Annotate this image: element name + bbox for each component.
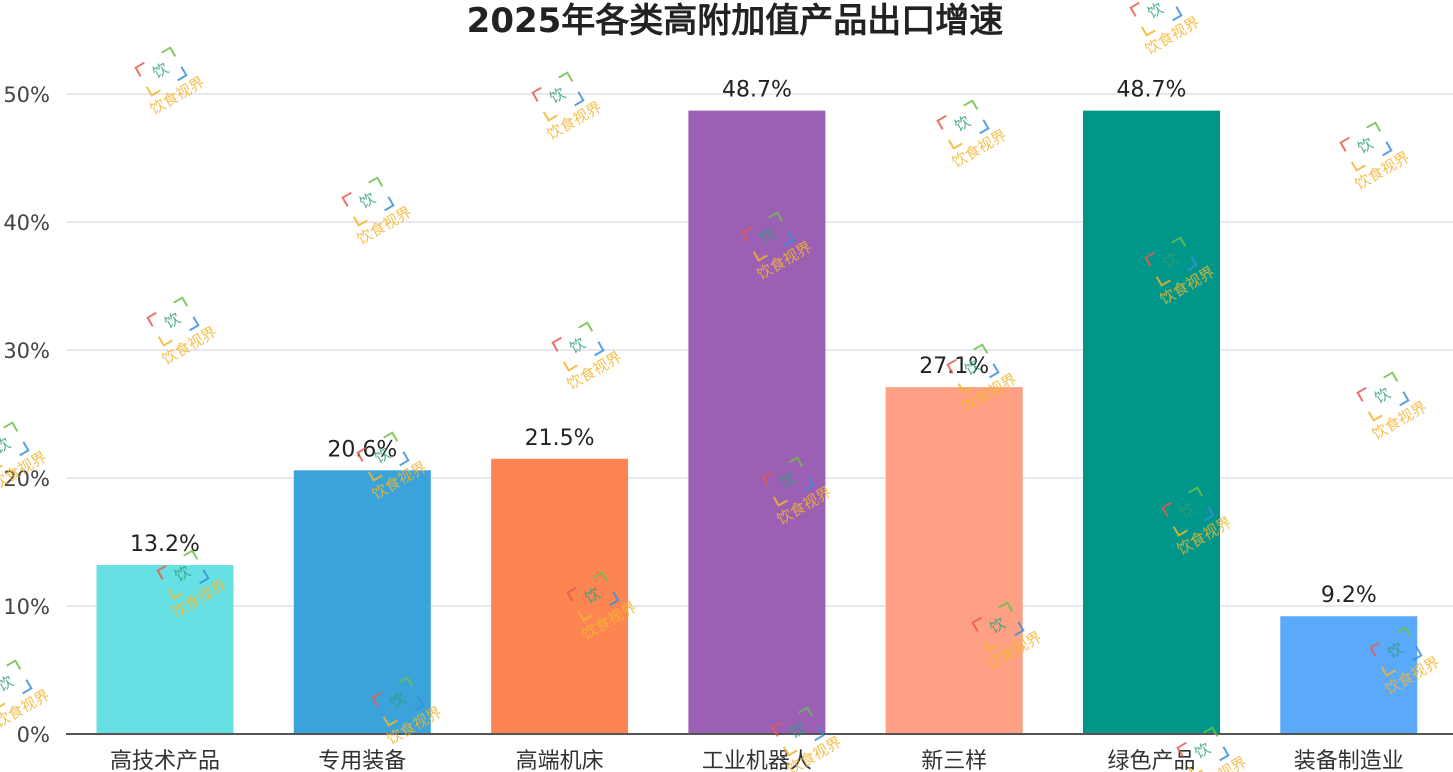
data-labels: 13.2%20.6% 21.5%48.7%27.1%48.7%9.2%: [130, 78, 1377, 609]
svg-text:饮: 饮: [566, 334, 588, 357]
x-tick-label: 高端机床: [516, 749, 604, 772]
x-tick-label: 工业机器人: [702, 749, 812, 772]
svg-text:饮: 饮: [0, 672, 17, 695]
data-label: 48.7%: [1117, 78, 1187, 103]
bar-5: [885, 387, 1023, 734]
x-axis: 高技术产品 专用装备 高端机床 工业机器人 新三样 绿色产品 装备制造业: [66, 733, 1453, 772]
y-tick-label: 0%: [17, 723, 50, 747]
y-tick-label: 30%: [3, 339, 50, 363]
data-label: 9.2%: [1321, 583, 1377, 608]
svg-text:饮: 饮: [1354, 134, 1376, 157]
x-tick-label: 高技术产品: [110, 749, 220, 772]
svg-text:饮食视界: 饮食视界: [564, 348, 625, 394]
y-tick-label: 20%: [3, 467, 50, 491]
x-tick-label: 新三样: [921, 749, 987, 772]
bars: [96, 110, 1418, 734]
bar-7: [1280, 616, 1418, 734]
bar-3: [491, 458, 629, 734]
y-tick-label: 10%: [3, 595, 50, 619]
y-tick-label: 40%: [3, 211, 50, 235]
svg-text:饮: 饮: [161, 309, 183, 332]
svg-text:饮食视界: 饮食视界: [1352, 148, 1413, 194]
bar-4: [688, 110, 826, 734]
svg-text:饮食视界: 饮食视界: [1142, 13, 1203, 59]
svg-text:饮食视界: 饮食视界: [544, 98, 605, 144]
svg-text:饮: 饮: [149, 59, 171, 82]
svg-text:饮: 饮: [356, 189, 378, 212]
bar-2: [293, 470, 431, 734]
svg-text:饮: 饮: [1371, 384, 1393, 407]
bar-6: [1083, 110, 1220, 734]
data-label: 21.5%: [525, 426, 595, 451]
x-tick-label: 专用装备: [318, 749, 406, 772]
svg-text:饮: 饮: [951, 112, 973, 135]
svg-text:饮: 饮: [0, 434, 14, 457]
svg-text:饮食视界: 饮食视界: [147, 73, 208, 119]
bar-1: [96, 565, 234, 734]
data-label: 27.1%: [919, 354, 989, 379]
svg-text:饮食视界: 饮食视界: [354, 203, 415, 249]
svg-text:饮食视界: 饮食视界: [159, 323, 220, 369]
svg-text:饮: 饮: [1144, 0, 1166, 22]
x-tick-label: 装备制造业: [1294, 749, 1404, 772]
svg-text:饮: 饮: [546, 84, 568, 107]
svg-text:饮食视界: 饮食视界: [1369, 398, 1430, 444]
data-label: 48.7%: [722, 78, 792, 103]
y-axis: 0% 10% 20% 30% 40% 50%: [3, 83, 50, 747]
svg-text:饮食视界: 饮食视界: [949, 126, 1010, 172]
x-tick-label: 绿色产品: [1107, 749, 1195, 772]
y-tick-label: 50%: [3, 83, 50, 107]
chart-title: 2025年各类高附加值产品出口增速: [467, 1, 1004, 41]
